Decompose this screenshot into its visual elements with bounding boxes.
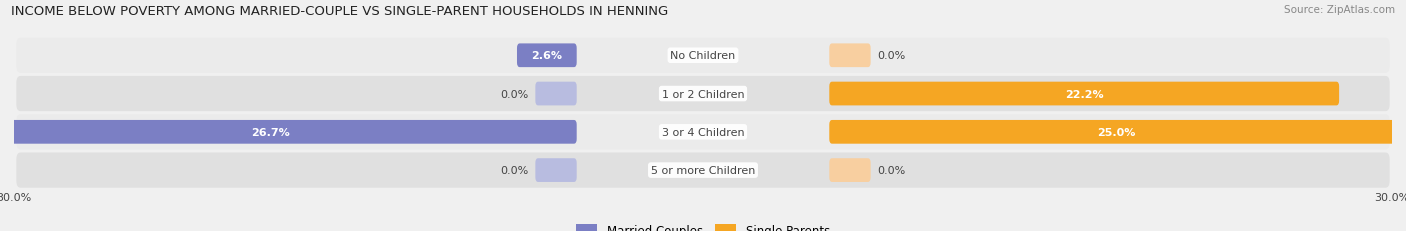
FancyBboxPatch shape [17,39,1389,73]
Text: 3 or 4 Children: 3 or 4 Children [662,127,744,137]
Legend: Married Couples, Single Parents: Married Couples, Single Parents [571,219,835,231]
Text: 0.0%: 0.0% [877,165,905,175]
FancyBboxPatch shape [830,82,1339,106]
FancyBboxPatch shape [536,82,576,106]
FancyBboxPatch shape [17,115,1389,150]
Text: 26.7%: 26.7% [250,127,290,137]
Text: 22.2%: 22.2% [1064,89,1104,99]
FancyBboxPatch shape [17,153,1389,188]
FancyBboxPatch shape [517,44,576,68]
Text: 5 or more Children: 5 or more Children [651,165,755,175]
FancyBboxPatch shape [830,158,870,182]
FancyBboxPatch shape [830,120,1403,144]
Text: No Children: No Children [671,51,735,61]
Text: 25.0%: 25.0% [1097,127,1136,137]
Text: Source: ZipAtlas.com: Source: ZipAtlas.com [1284,5,1395,15]
Text: 0.0%: 0.0% [501,165,529,175]
Text: 0.0%: 0.0% [501,89,529,99]
Text: INCOME BELOW POVERTY AMONG MARRIED-COUPLE VS SINGLE-PARENT HOUSEHOLDS IN HENNING: INCOME BELOW POVERTY AMONG MARRIED-COUPL… [11,5,668,18]
Text: 2.6%: 2.6% [531,51,562,61]
Text: 0.0%: 0.0% [877,51,905,61]
FancyBboxPatch shape [830,44,870,68]
Text: 1 or 2 Children: 1 or 2 Children [662,89,744,99]
FancyBboxPatch shape [0,120,576,144]
FancyBboxPatch shape [17,77,1389,112]
FancyBboxPatch shape [536,158,576,182]
